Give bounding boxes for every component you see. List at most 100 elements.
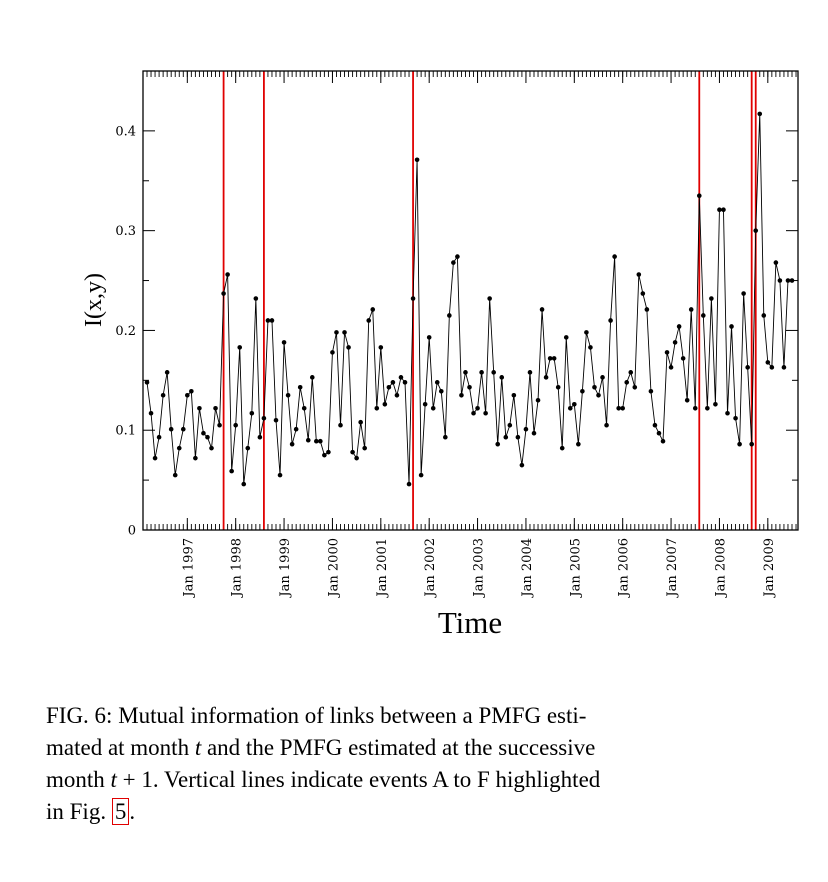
data-point bbox=[701, 313, 706, 318]
data-point bbox=[491, 370, 496, 375]
x-tick-label: Jan 2002 bbox=[423, 538, 438, 599]
data-point bbox=[676, 324, 682, 329]
caption-text: mated at month bbox=[46, 735, 195, 760]
data-point bbox=[745, 365, 750, 370]
data-point bbox=[749, 441, 754, 447]
data-point bbox=[777, 278, 783, 283]
data-point bbox=[507, 422, 513, 428]
data-point bbox=[624, 380, 630, 385]
data-point bbox=[596, 392, 601, 398]
data-point bbox=[152, 455, 158, 461]
x-tick-label: Jan 1998 bbox=[230, 538, 245, 599]
data-point bbox=[281, 340, 287, 345]
data-point bbox=[648, 389, 654, 394]
data-point bbox=[160, 392, 166, 398]
data-point bbox=[632, 385, 638, 390]
data-point bbox=[277, 472, 283, 478]
data-point bbox=[608, 318, 613, 323]
data-point bbox=[604, 422, 609, 428]
data-point bbox=[172, 472, 178, 478]
data-point bbox=[620, 405, 625, 411]
x-tick-label: Jan 2009 bbox=[762, 538, 777, 599]
data-point bbox=[293, 426, 299, 432]
data-point bbox=[241, 481, 247, 487]
data-point bbox=[257, 434, 263, 440]
data-point bbox=[213, 405, 218, 411]
figure-caption: FIG. 6: Mutual information of links betw… bbox=[46, 700, 802, 828]
data-point bbox=[527, 370, 533, 375]
data-point bbox=[455, 254, 460, 259]
data-point bbox=[221, 291, 226, 296]
data-point bbox=[688, 307, 694, 312]
data-point bbox=[164, 370, 170, 375]
data-point bbox=[168, 426, 174, 432]
data-point bbox=[245, 445, 251, 451]
data-point bbox=[580, 389, 585, 394]
data-point bbox=[721, 207, 726, 212]
data-point bbox=[342, 330, 347, 335]
data-point bbox=[559, 445, 565, 451]
data-point bbox=[297, 385, 303, 390]
figure-reference-link[interactable]: 5 bbox=[111, 798, 130, 825]
data-point bbox=[483, 410, 488, 416]
data-point bbox=[543, 375, 549, 380]
y-tick-label: 0.2 bbox=[115, 324, 136, 339]
data-point bbox=[475, 405, 480, 411]
data-point bbox=[616, 405, 621, 411]
data-point bbox=[733, 415, 738, 421]
data-point bbox=[394, 392, 400, 398]
data-point bbox=[741, 291, 746, 296]
data-point bbox=[358, 419, 363, 425]
data-point bbox=[201, 430, 206, 436]
data-point bbox=[406, 481, 412, 487]
data-point bbox=[753, 228, 759, 233]
data-point bbox=[426, 335, 432, 340]
x-tick-label: Jan 2007 bbox=[665, 538, 680, 599]
data-point bbox=[644, 307, 650, 312]
data-point bbox=[318, 438, 323, 444]
data-point bbox=[729, 324, 734, 329]
data-point bbox=[180, 426, 186, 432]
data-point bbox=[692, 405, 698, 411]
x-axis: Jan 1997 Jan 1998 Jan 1999 Jan 2000 Jan 2001… bbox=[181, 71, 777, 599]
data-point bbox=[330, 350, 335, 355]
data-point bbox=[374, 405, 380, 411]
data-point bbox=[326, 449, 331, 455]
data-point bbox=[680, 356, 686, 361]
y-axis-title: I(x,y) bbox=[81, 273, 107, 327]
data-point bbox=[237, 345, 243, 350]
data-point bbox=[535, 397, 541, 403]
data-point bbox=[684, 397, 690, 403]
data-point bbox=[551, 356, 557, 361]
data-point bbox=[334, 330, 339, 335]
data-point bbox=[249, 410, 255, 416]
data-point bbox=[725, 410, 730, 416]
data-point bbox=[713, 401, 718, 407]
data-point bbox=[309, 375, 315, 380]
data-point bbox=[612, 254, 617, 259]
data-point bbox=[301, 405, 307, 411]
data-point bbox=[217, 422, 222, 428]
data-point bbox=[660, 438, 666, 444]
data-point bbox=[567, 405, 573, 411]
data-point bbox=[499, 375, 505, 380]
data-point bbox=[467, 385, 472, 390]
y-tick-label: 0.1 bbox=[115, 424, 136, 439]
data-point bbox=[225, 272, 230, 277]
data-point bbox=[668, 365, 674, 370]
x-tick-label: Jan 2000 bbox=[326, 538, 341, 599]
data-point bbox=[600, 375, 605, 380]
caption-line-1: FIG. 6: Mutual information of links betw… bbox=[46, 703, 587, 728]
data-point bbox=[314, 438, 319, 444]
data-point bbox=[773, 260, 779, 265]
data-point bbox=[451, 260, 456, 265]
data-point bbox=[156, 434, 162, 440]
caption-text: + 1 bbox=[116, 767, 153, 792]
data-point bbox=[414, 157, 420, 163]
data-point bbox=[709, 296, 714, 301]
x-tick-label: Jan 2003 bbox=[472, 538, 487, 599]
data-point bbox=[285, 392, 291, 398]
data-point bbox=[672, 340, 678, 345]
data-point bbox=[640, 291, 646, 296]
data-point bbox=[656, 430, 662, 436]
